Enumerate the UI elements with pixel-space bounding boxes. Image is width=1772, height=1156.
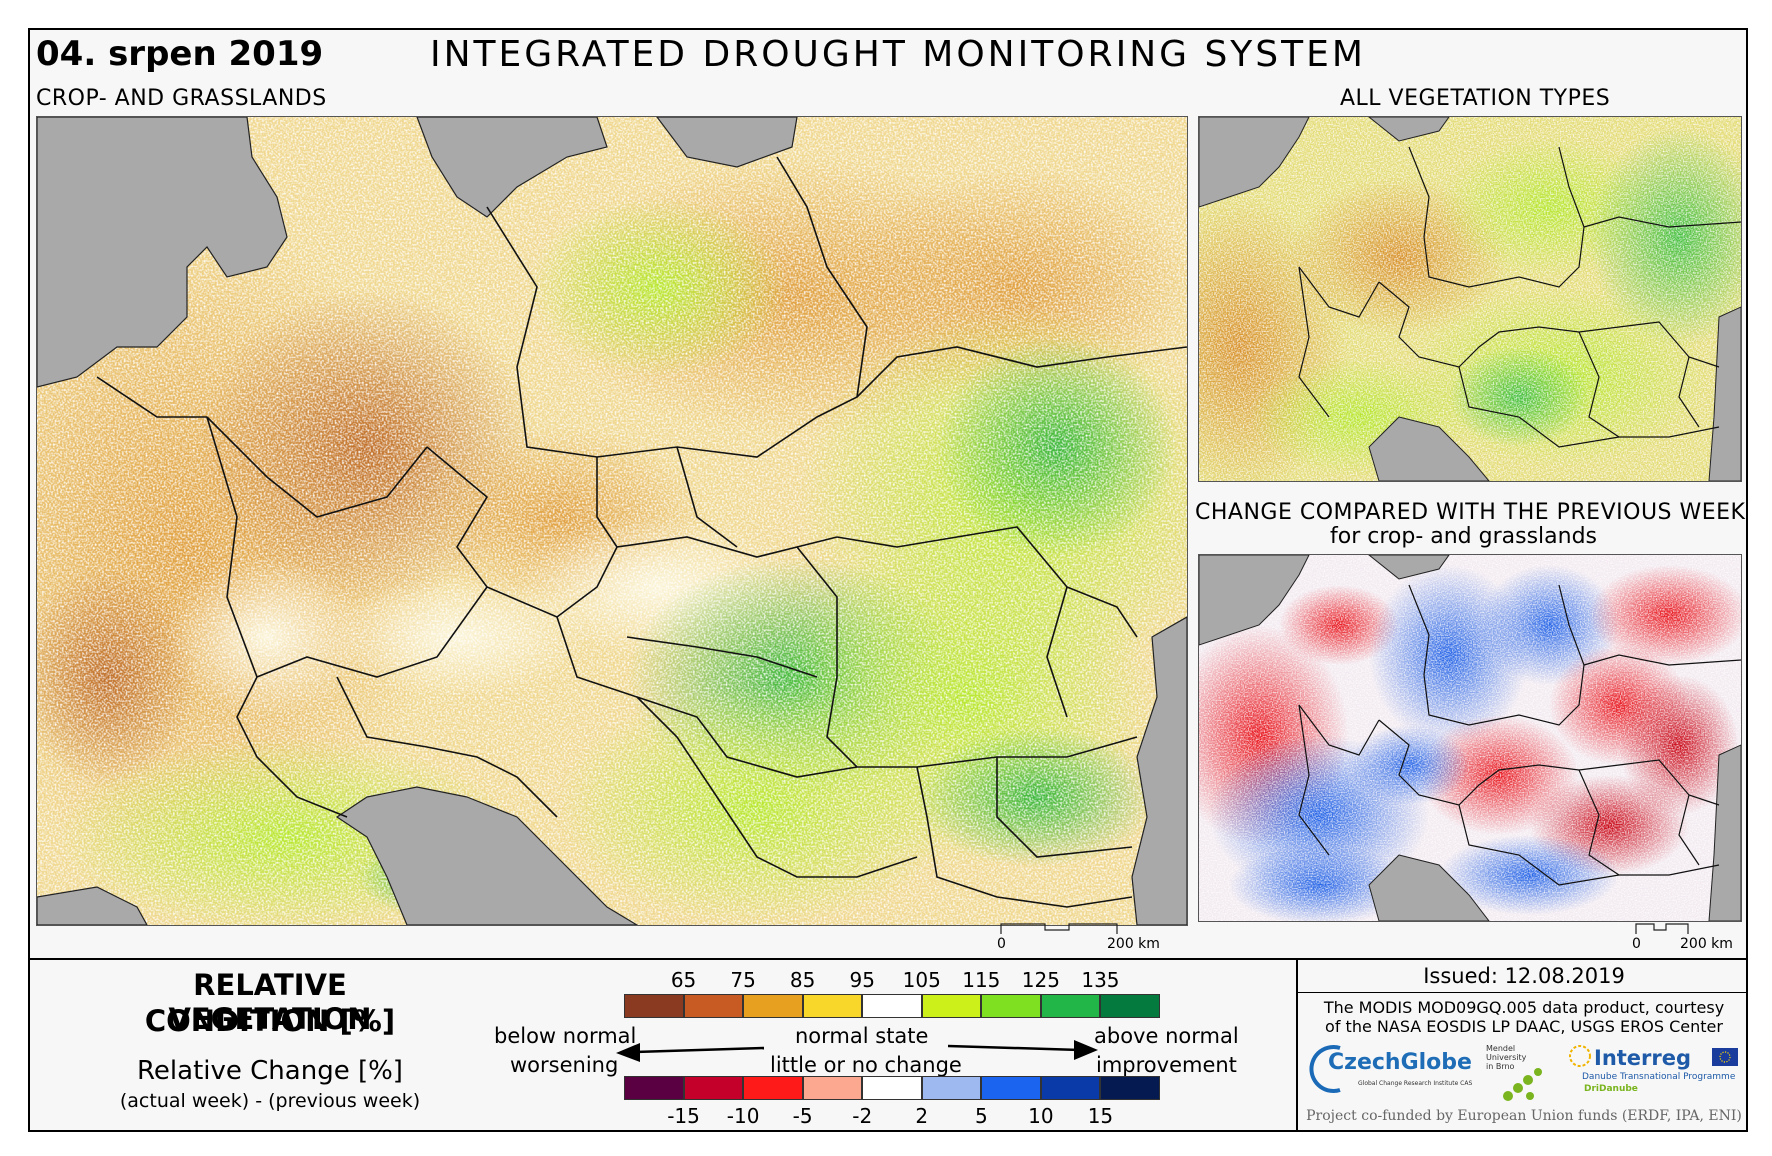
condition-swatch xyxy=(624,994,684,1018)
interreg-programme: Danube Transnational Programme xyxy=(1582,1072,1736,1082)
change-swatch xyxy=(862,1076,922,1100)
legend-divider xyxy=(1296,958,1298,1132)
relative-change-subtitle: (actual week) - (previous week) xyxy=(119,1090,421,1112)
condition-tick-label: 75 xyxy=(730,968,756,992)
change-swatch xyxy=(624,1076,684,1100)
change-swatch xyxy=(1100,1076,1160,1100)
legend-panel xyxy=(28,958,1748,1132)
condition-tick-label: 115 xyxy=(962,968,1001,992)
scale-length: 200 km xyxy=(1107,936,1160,952)
data-credit: The MODIS MOD09GQ.005 data product, cour… xyxy=(1300,998,1748,1036)
change-tick-label: 10 xyxy=(1028,1104,1054,1128)
change-swatch xyxy=(1040,1076,1101,1100)
condition-swatch xyxy=(1100,994,1160,1018)
condition-tick-label: 105 xyxy=(902,968,941,992)
main-condition-map xyxy=(36,116,1188,926)
condition-swatch xyxy=(862,994,922,1018)
change-map-subtitle: for crop- and grasslands xyxy=(1330,524,1598,549)
above-normal-label: above normal xyxy=(1094,1024,1239,1048)
map-date: 04. srpen 2019 xyxy=(36,34,324,74)
czechglobe-name: CzechGlobe xyxy=(1328,1050,1472,1075)
condition-swatch xyxy=(802,994,863,1018)
little-change-label: little or no change xyxy=(770,1053,962,1077)
change-swatch xyxy=(802,1076,863,1100)
change-swatch xyxy=(921,1076,982,1100)
condition-tick-label: 65 xyxy=(670,968,697,992)
change-tick-label: 15 xyxy=(1087,1104,1114,1128)
improvement-label: improvement xyxy=(1096,1053,1237,1077)
relative-change-title: Relative Change [%] xyxy=(137,1056,403,1086)
change-tick-label: -2 xyxy=(852,1104,873,1128)
all-vegetation-map xyxy=(1198,116,1742,482)
issued-divider xyxy=(1298,992,1748,993)
condition-tick-label: 135 xyxy=(1081,968,1120,992)
mendel-logo: Mendel University in Brno xyxy=(1486,1044,1556,1106)
small-map-scale-bar: 0 200 km xyxy=(1632,922,1742,952)
condition-tick-label: 95 xyxy=(849,968,875,992)
interreg-star-icon xyxy=(1569,1045,1591,1067)
interreg-name: Interreg xyxy=(1594,1046,1692,1070)
interreg-project: DriDanube xyxy=(1584,1084,1638,1094)
small-scale-length: 200 km xyxy=(1680,936,1733,952)
below-normal-label: below normal xyxy=(494,1024,637,1048)
eu-flag-icon xyxy=(1712,1048,1738,1066)
change-swatch xyxy=(981,1076,1041,1100)
condition-tick-label: 85 xyxy=(789,968,816,992)
page-title: INTEGRATED DROUGHT MONITORING SYSTEM xyxy=(430,34,1366,75)
mendel-dots-icon xyxy=(1503,1068,1542,1101)
change-tick-label: 2 xyxy=(915,1104,929,1128)
legend-title-line2: CONDITION [%] xyxy=(144,1004,396,1038)
left-arrow-icon xyxy=(616,1043,765,1062)
condition-colorbar xyxy=(624,994,1160,1018)
issued-date: Issued: 12.08.2019 xyxy=(1423,964,1625,988)
main-map-subtitle: CROP- AND GRASSLANDS xyxy=(36,86,327,111)
normal-state-label: normal state xyxy=(795,1024,929,1048)
condition-swatch xyxy=(683,994,744,1018)
change-swatch xyxy=(743,1076,803,1100)
condition-tick-label: 125 xyxy=(1021,968,1060,992)
legend-title-line1: RELATIVE VEGETATION xyxy=(168,968,372,1036)
credit-line-1: The MODIS MOD09GQ.005 data product, cour… xyxy=(1323,998,1725,1017)
condition-swatch xyxy=(1040,994,1101,1018)
interreg-logo: Interreg Danube Transnational Programme … xyxy=(1566,1042,1742,1108)
small-scale-zero: 0 xyxy=(1632,936,1641,952)
worsening-label: worsening xyxy=(510,1053,619,1077)
change-swatch xyxy=(683,1076,744,1100)
change-tick-label: -5 xyxy=(792,1104,813,1128)
cofunding-note: Project co-funded by European Union fund… xyxy=(1306,1108,1742,1124)
change-tick-label: -10 xyxy=(726,1104,760,1128)
condition-swatch xyxy=(921,994,982,1018)
mendel-name: Mendel University in Brno xyxy=(1486,1044,1527,1071)
czechglobe-arc-icon xyxy=(1309,1045,1341,1093)
change-map-title: CHANGE COMPARED WITH THE PREVIOUS WEEK xyxy=(1195,500,1746,525)
right-arrow-icon xyxy=(948,1040,1098,1060)
czechglobe-subtitle: Global Change Research Institute CAS xyxy=(1358,1080,1473,1087)
credit-line-2: of the NASA EOSDIS LP DAAC, USGS EROS Ce… xyxy=(1325,1017,1723,1036)
main-map-scale-bar: 0 200 km xyxy=(997,922,1177,952)
change-colorbar xyxy=(624,1076,1160,1100)
change-tick-label: -15 xyxy=(667,1104,700,1128)
condition-swatch xyxy=(981,994,1041,1018)
condition-swatch xyxy=(743,994,803,1018)
czechglobe-logo: CzechGlobe Global Change Research Instit… xyxy=(1306,1040,1476,1106)
weekly-change-map xyxy=(1198,554,1742,922)
change-tick-label: 5 xyxy=(974,1104,988,1128)
vegetation-map-subtitle: ALL VEGETATION TYPES xyxy=(1340,86,1611,111)
scale-zero: 0 xyxy=(997,936,1006,952)
